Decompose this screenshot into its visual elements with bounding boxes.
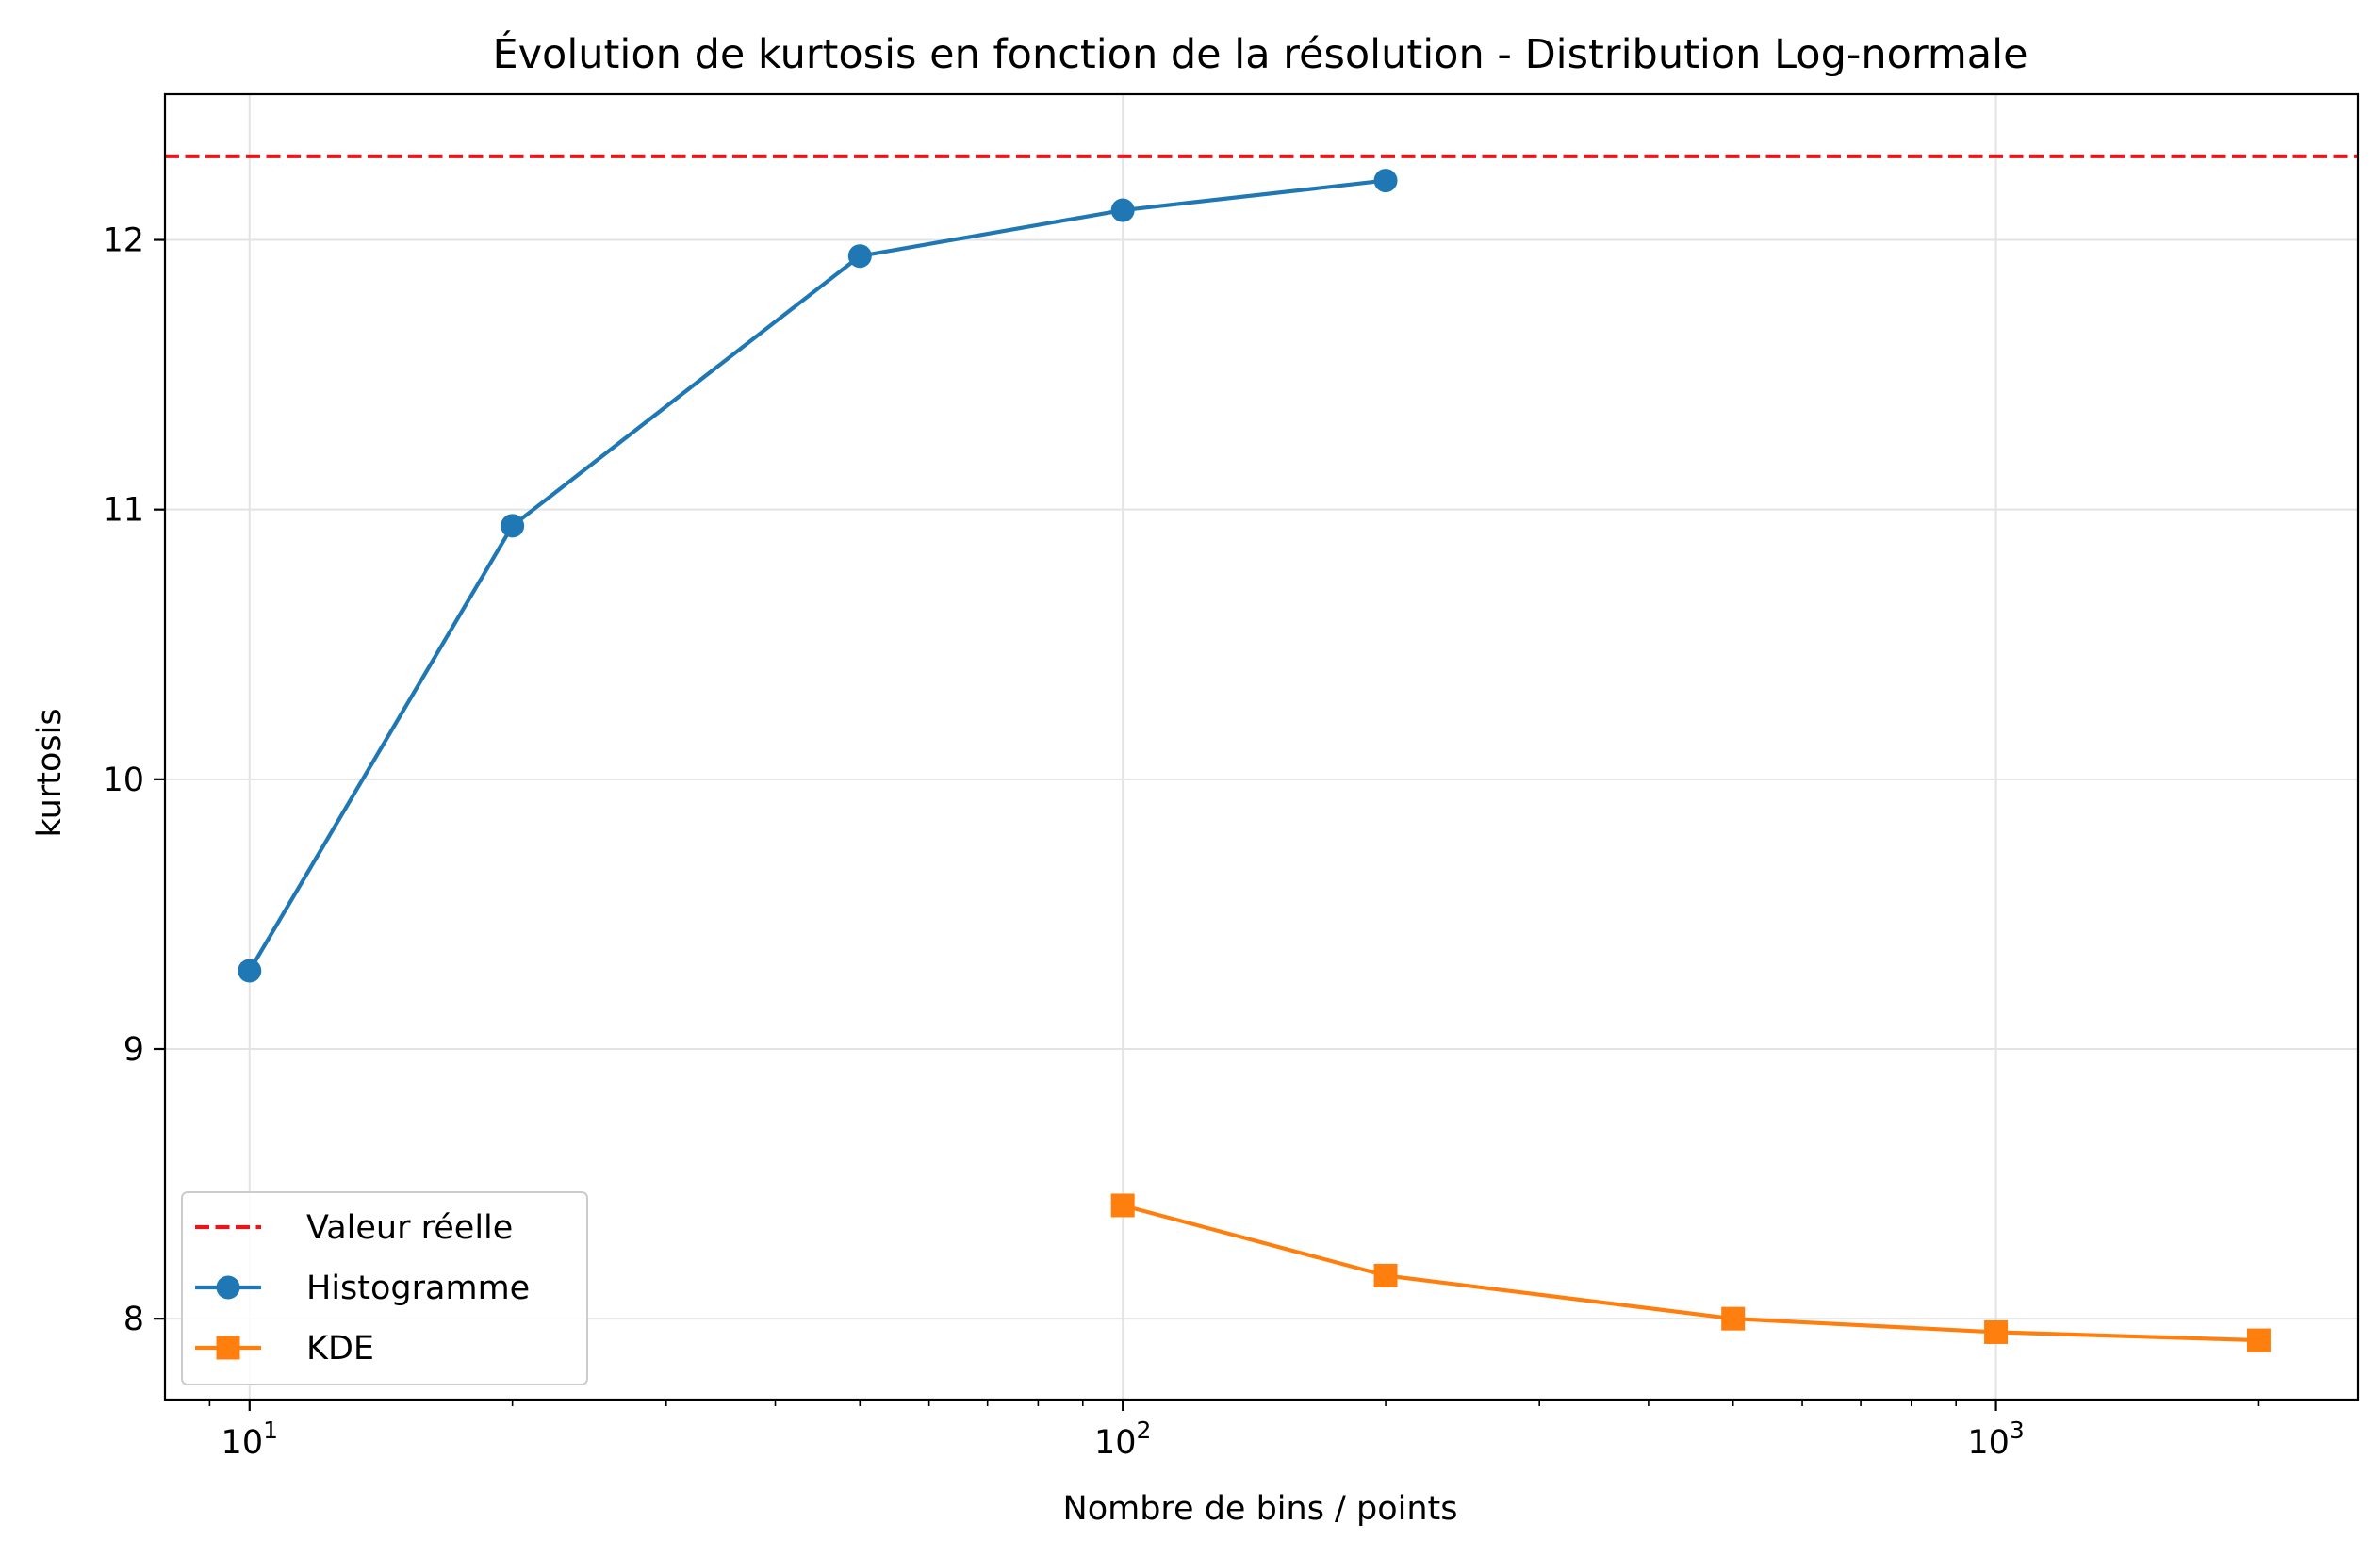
series-0-point bbox=[501, 514, 525, 538]
series-1-point bbox=[2246, 1328, 2271, 1352]
chart-title: Évolution de kurtosis en fonction de la … bbox=[492, 30, 2027, 78]
legend-item: Histogramme bbox=[195, 1270, 530, 1307]
legend: Valeur réelle Histogramme KDE bbox=[181, 1191, 588, 1385]
legend-item: Valeur réelle bbox=[195, 1209, 513, 1247]
series-1-point bbox=[1721, 1306, 1746, 1331]
plot-frame bbox=[163, 92, 2360, 1401]
series-line-0 bbox=[247, 178, 1387, 973]
series-1-point bbox=[1984, 1319, 2009, 1344]
y-tick-label: 11 bbox=[102, 492, 144, 530]
series-1-point bbox=[1110, 1193, 1135, 1218]
legend-label: Histogramme bbox=[306, 1270, 530, 1307]
y-tick-label: 9 bbox=[123, 1031, 144, 1069]
axes: 101 102 103 8 9 10 11 12 bbox=[102, 92, 2360, 1462]
y-tick-label: 12 bbox=[102, 222, 144, 260]
y-tick-label: 8 bbox=[123, 1301, 144, 1338]
series-0-point bbox=[1373, 169, 1398, 193]
series-0-point bbox=[847, 244, 872, 269]
legend-swatch-marker bbox=[216, 1275, 240, 1300]
legend-label: KDE bbox=[306, 1330, 374, 1368]
x-axis-label: Nombre de bins / points bbox=[1063, 1490, 1458, 1528]
series-line-1 bbox=[1122, 1203, 2259, 1343]
series-1-point bbox=[1373, 1263, 1398, 1287]
series-0-point bbox=[1110, 198, 1135, 222]
legend-swatch-marker bbox=[216, 1336, 240, 1360]
legend-box bbox=[181, 1191, 588, 1385]
y-axis-label: kurtosis bbox=[31, 708, 69, 837]
x-tick-label: 103 bbox=[1967, 1417, 2024, 1462]
series-layer bbox=[238, 169, 2271, 1352]
legend-label: Valeur réelle bbox=[306, 1209, 513, 1247]
legend-item: KDE bbox=[195, 1330, 374, 1368]
x-tick-label: 101 bbox=[222, 1417, 278, 1462]
series-0-point bbox=[238, 959, 262, 983]
x-tick-label: 102 bbox=[1094, 1417, 1151, 1462]
y-tick-label: 10 bbox=[102, 762, 144, 799]
